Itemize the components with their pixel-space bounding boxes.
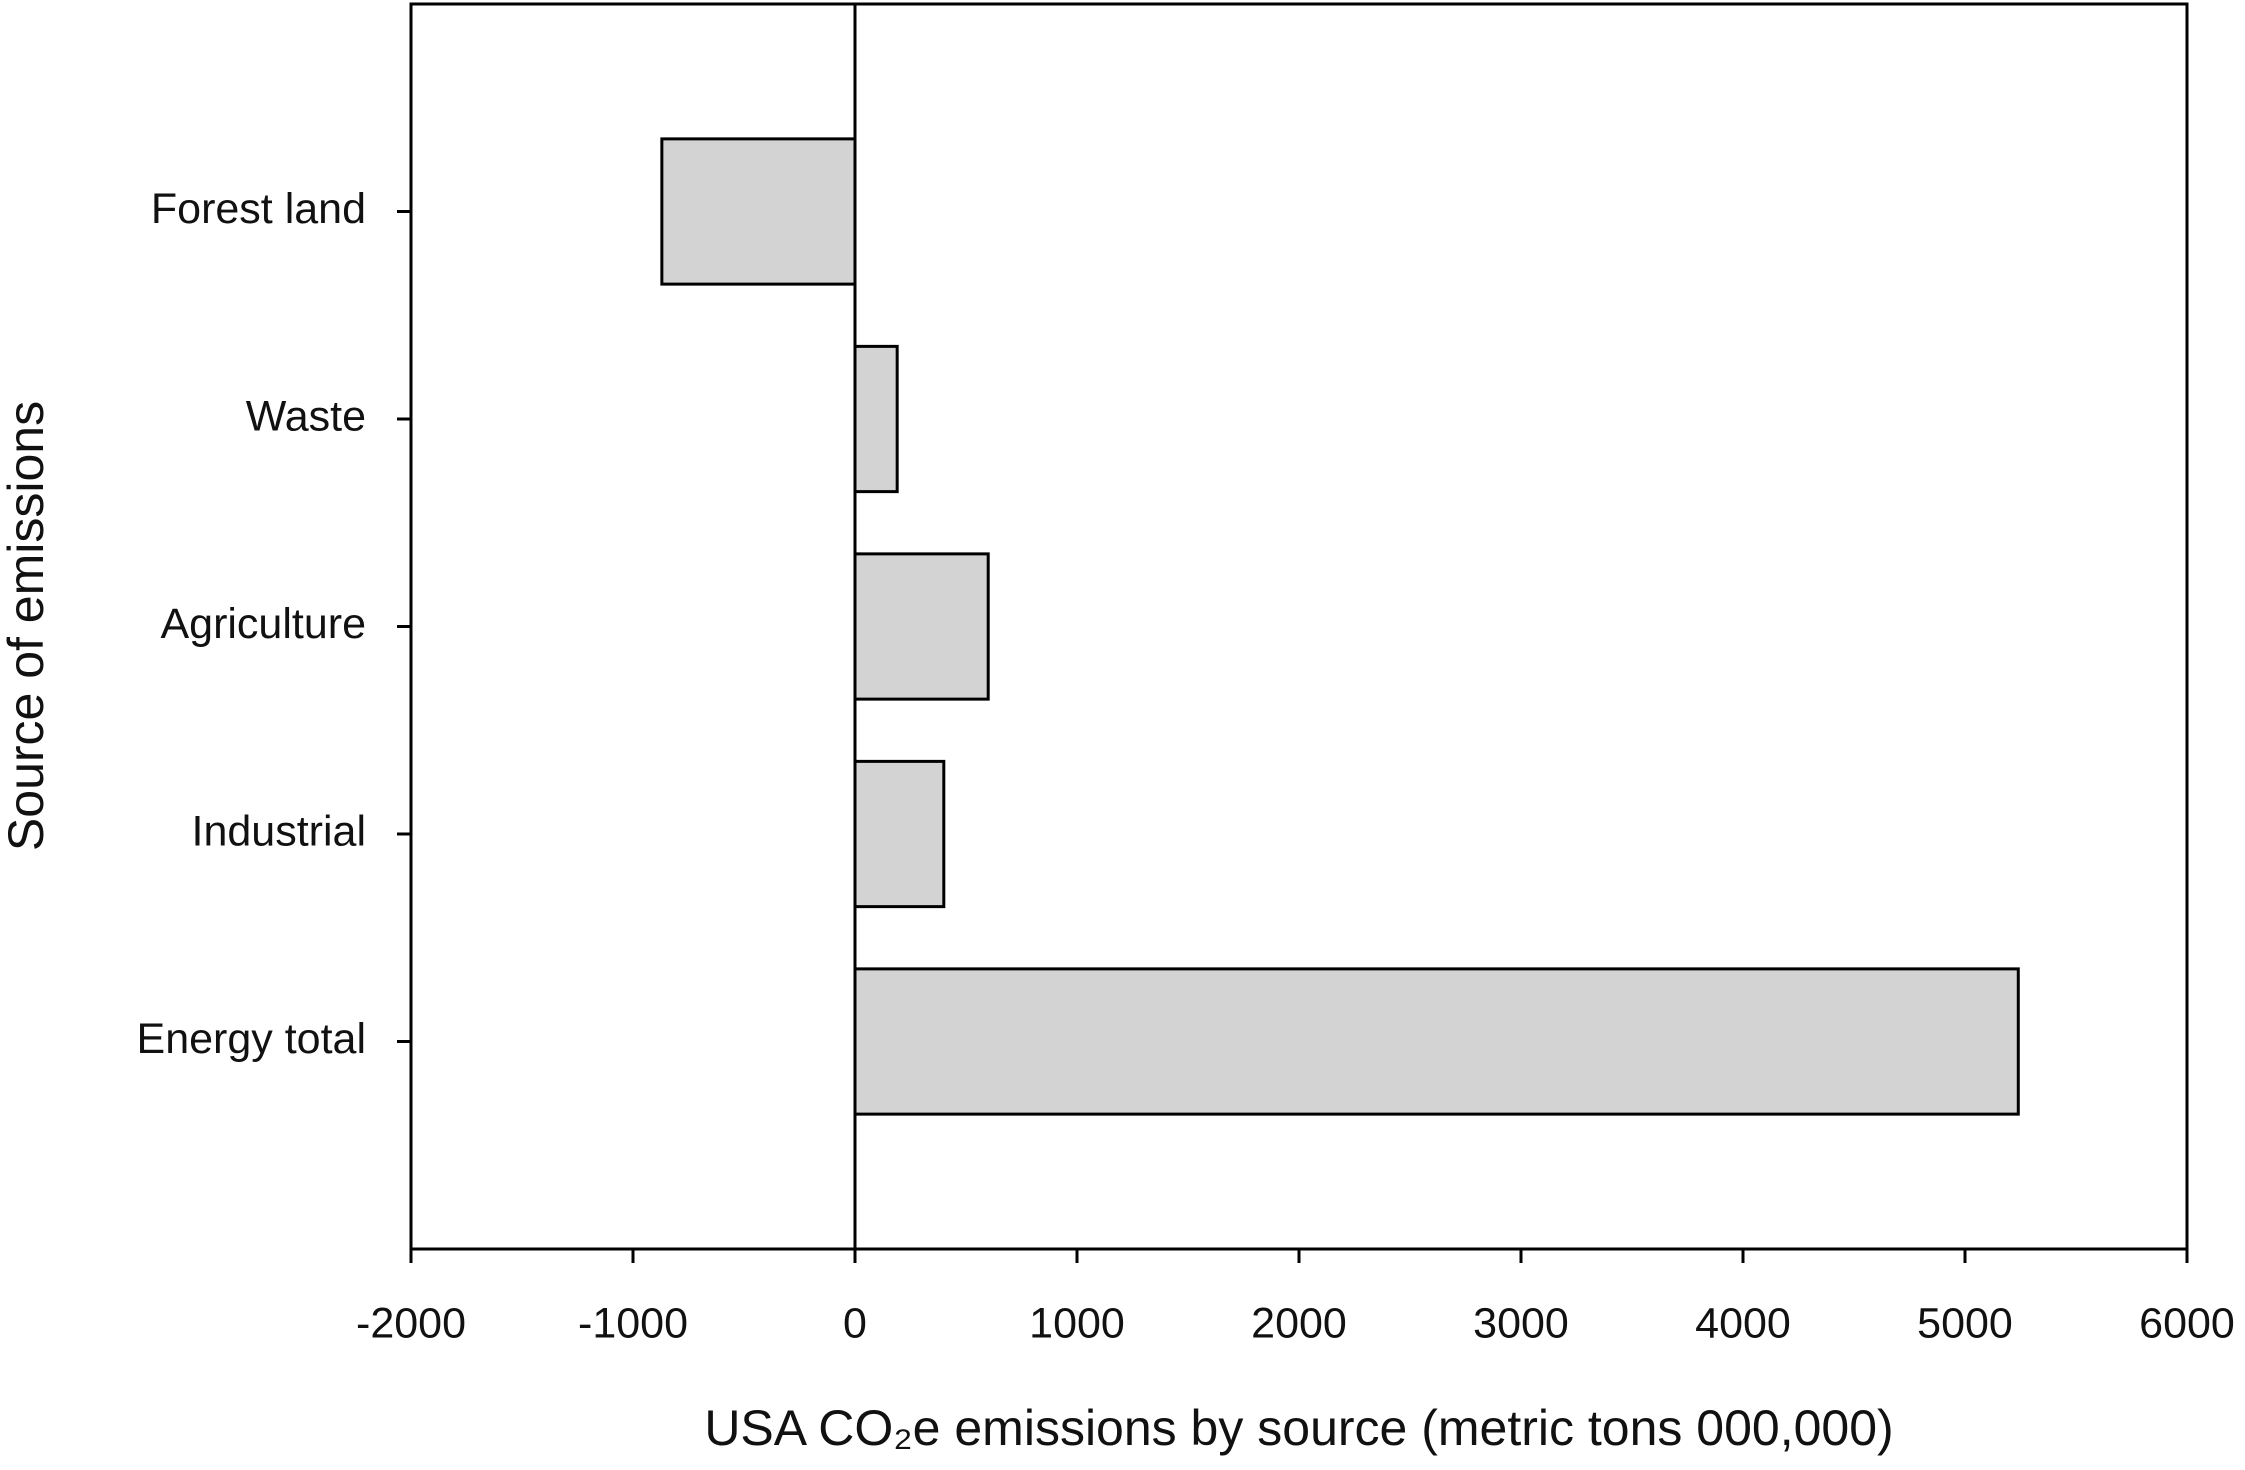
bar — [660, 137, 857, 286]
x-tick-label: -1000 — [578, 1299, 688, 1347]
y-tick-label: Industrial — [192, 807, 366, 855]
y-tick-label: Agriculture — [160, 600, 366, 648]
bar — [853, 552, 990, 701]
x-tick-label: 2000 — [1251, 1299, 1347, 1347]
y-axis-label: Source of emissions — [0, 401, 54, 851]
x-tick-label: 0 — [843, 1299, 867, 1347]
y-tick-label: Forest land — [151, 185, 366, 233]
bar — [853, 759, 946, 909]
bar — [853, 344, 899, 494]
x-tick-label: 6000 — [2139, 1299, 2235, 1347]
y-tick-label: Energy total — [137, 1015, 366, 1063]
x-axis-label: USA CO₂e emissions by source (metric ton… — [704, 1400, 1893, 1456]
x-tick-label: 5000 — [1917, 1299, 2013, 1347]
x-tick-label: 3000 — [1473, 1299, 1569, 1347]
y-tick-label: Waste — [246, 392, 366, 440]
bar — [853, 967, 2020, 1116]
x-tick-label: -2000 — [356, 1299, 466, 1347]
x-tick-label: 1000 — [1029, 1299, 1125, 1347]
x-tick-label: 4000 — [1695, 1299, 1791, 1347]
